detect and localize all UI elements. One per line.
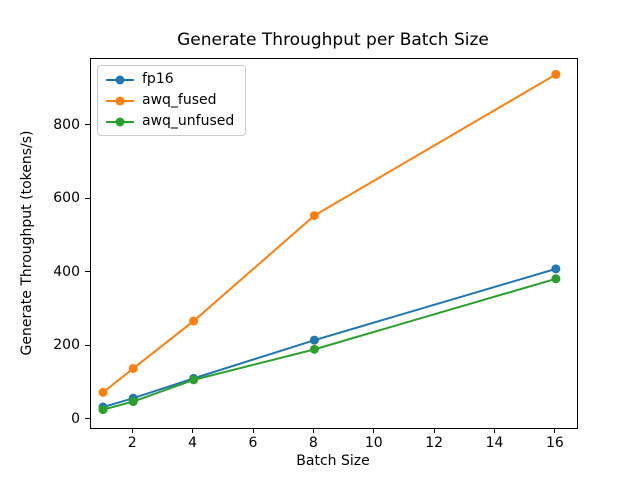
x-tick-label: 16 [545,435,564,451]
legend-marker-awq_unfused [106,117,134,126]
data-point-awq_fused-x16 [551,69,561,79]
x-tick-mark [131,428,133,433]
legend: fp16 awq_fused awq_unfused [97,65,247,136]
legend-item-awq_fused: awq_fused [105,91,234,110]
x-tick-label: 6 [248,435,258,451]
series-line-awq_unfused [102,277,557,411]
legend-label: awq_unfused [142,113,235,129]
data-point-awq_fused-x1 [98,387,108,397]
x-tick-label: 2 [127,435,137,451]
y-tick-label: 0 [71,410,80,427]
data-point-fp16-x16 [551,264,561,274]
data-point-awq_unfused-x16 [551,274,561,284]
y-tick-label: 400 [53,263,80,280]
plot-area: fp16 awq_fused awq_unfused [90,58,578,429]
x-axis-label: Batch Size [296,453,370,469]
data-point-awq_fused-x4 [189,316,199,326]
x-tick-mark [373,428,375,433]
chart-title: Generate Throughput per Batch Size [177,30,489,50]
x-tick-mark [312,428,314,433]
legend-item-fp16: fp16 [105,70,234,89]
y-tick-mark [85,271,90,273]
chart-canvas [98,69,561,415]
data-point-awq_unfused-x1 [98,405,108,415]
data-point-fp16-x8 [309,335,319,345]
legend-label: awq_fused [142,92,217,108]
y-tick-label: 800 [53,116,80,133]
data-point-awq_unfused-x2 [128,397,138,407]
x-tick-label: 12 [425,435,444,451]
x-tick-mark [493,428,495,433]
legend-marker-awq_fused [106,96,134,105]
x-tick-mark [192,428,194,433]
x-tick-mark [433,428,435,433]
data-point-awq_fused-x8 [309,211,319,221]
legend-item-awq_unfused: awq_unfused [105,112,234,131]
x-tick-mark [554,428,556,433]
data-point-awq_unfused-x4 [189,375,199,385]
y-tick-mark [85,197,90,199]
x-tick-mark [252,428,254,433]
y-tick-mark [85,124,90,126]
x-tick-label: 8 [308,435,318,451]
y-tick-label: 200 [53,337,80,354]
legend-marker-fp16 [106,75,134,84]
x-tick-label: 10 [364,435,383,451]
x-tick-label: 4 [188,435,198,451]
x-tick-label: 14 [485,435,504,451]
legend-label: fp16 [142,71,174,87]
data-point-awq_fused-x2 [128,363,138,373]
data-point-awq_unfused-x8 [309,344,319,354]
y-tick-label: 600 [53,190,80,207]
y-tick-mark [85,344,90,346]
y-axis-label: Generate Throughput (tokens/s) [19,130,35,356]
y-tick-mark [85,418,90,420]
